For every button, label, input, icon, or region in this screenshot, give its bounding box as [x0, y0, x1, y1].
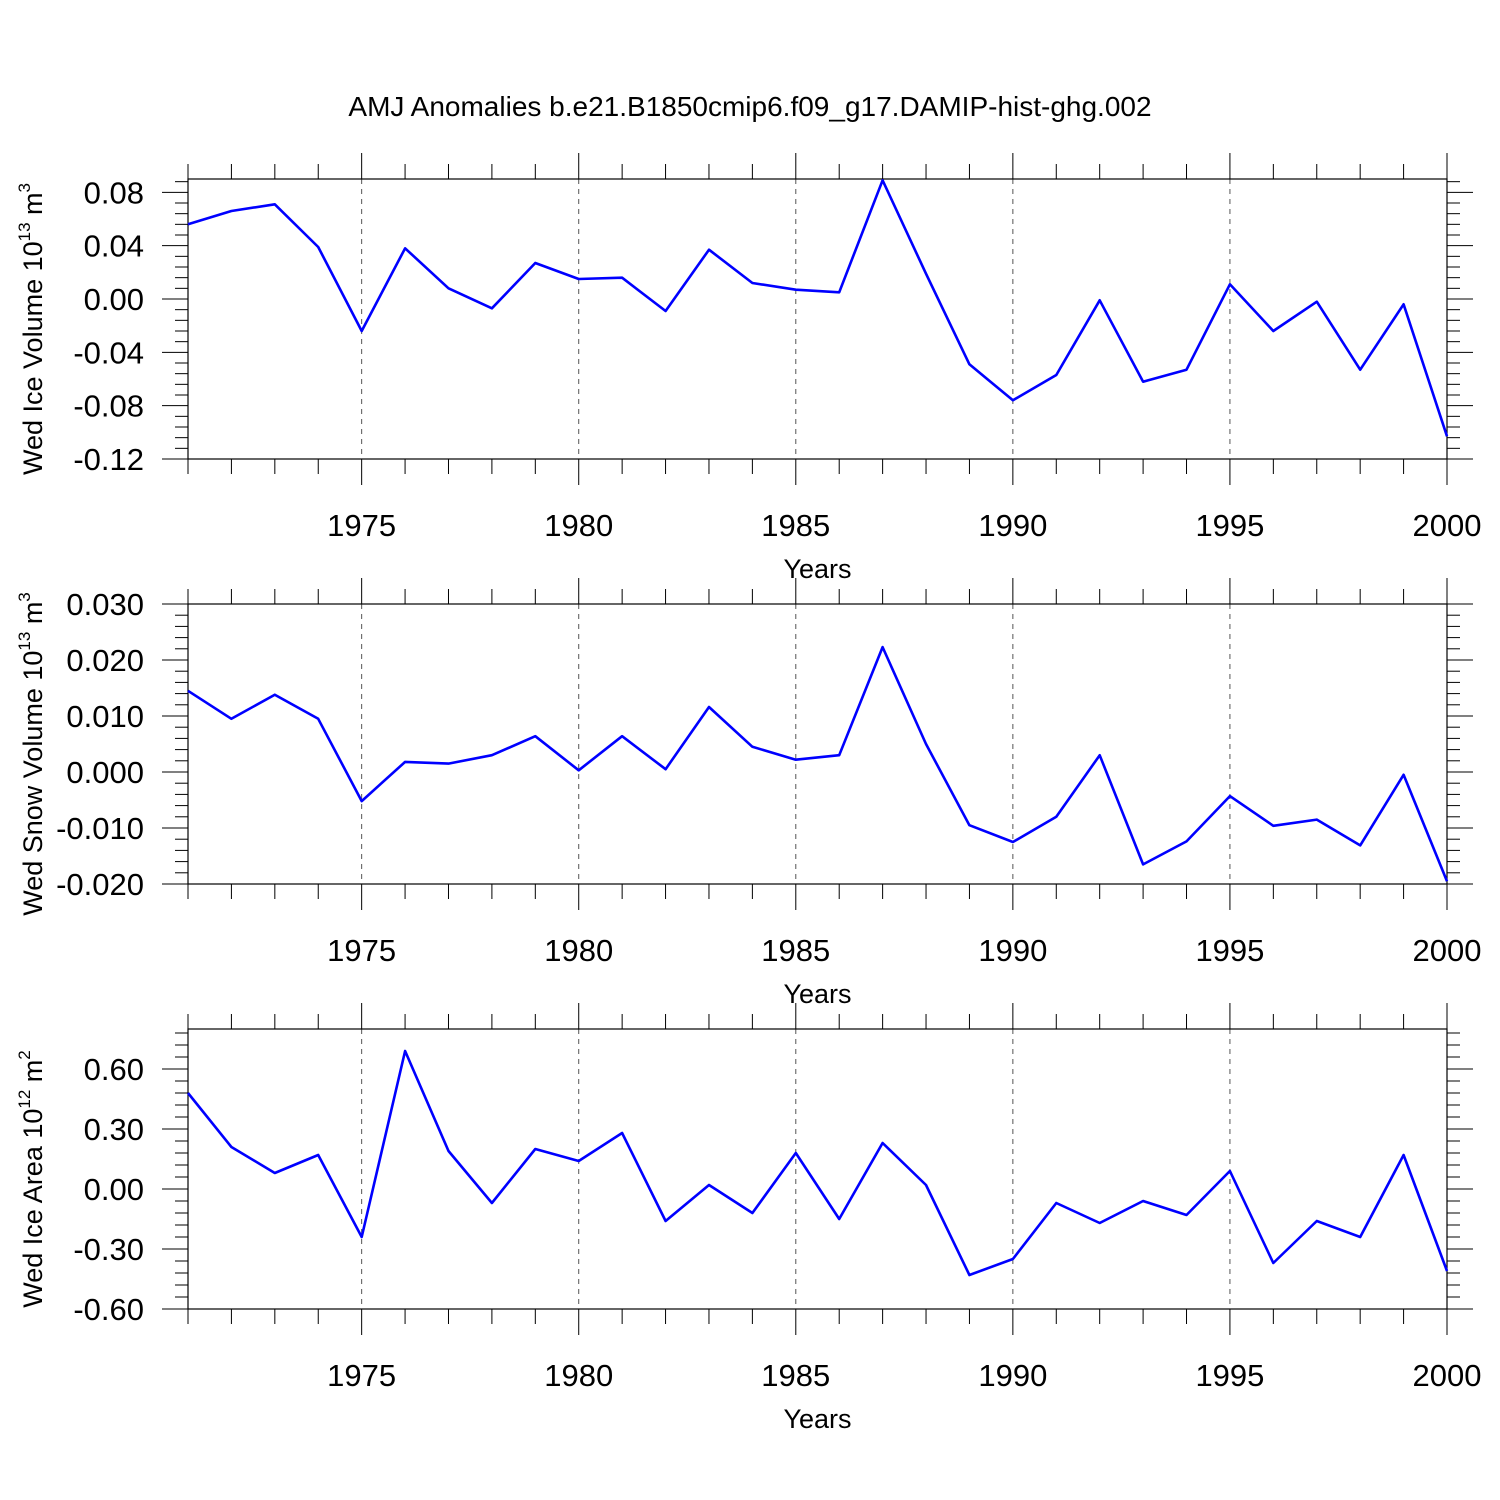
series-line [187, 645, 1449, 882]
x-tick-label: 1975 [327, 933, 396, 968]
x-tick-label: 1980 [544, 1358, 613, 1393]
y-tick-label: -0.08 [73, 389, 144, 424]
x-tick-label: 1990 [978, 933, 1047, 968]
y-tick-label: -0.04 [73, 335, 144, 370]
y-tick-label: -0.12 [73, 442, 144, 477]
y-tick-label: -0.010 [56, 811, 144, 846]
y-tick-label: 0.00 [84, 1172, 144, 1207]
x-tick-label: 1980 [544, 933, 613, 968]
plot-frame [187, 603, 1448, 885]
panel-1: -0.12 -0.08 -0.04 0.00 0.04 0.08 1975 1980 1985 1… [15, 153, 1481, 584]
y-axis-title-text: Wed Ice Volume 10 [18, 241, 48, 475]
x-axis-title: Years [783, 554, 851, 584]
y-tick-label: 0.030 [66, 587, 144, 622]
y-axis-title-exponent: 13 [15, 222, 34, 241]
y-axis-title-unit: m [18, 602, 48, 632]
y-tick-label: 0.30 [84, 1112, 144, 1147]
y-tick-label: 0.00 [84, 282, 144, 317]
x-tick-label: 1975 [327, 1358, 396, 1393]
x-tick-label: 2000 [1413, 508, 1482, 543]
y-axis-title-unit: m [18, 1060, 48, 1090]
y-tick-label: 0.60 [84, 1052, 144, 1087]
y-axis-title-exponent: 13 [15, 632, 34, 651]
y-tick-label: 0.000 [66, 755, 144, 790]
y-tick-label: -0.020 [56, 867, 144, 902]
x-tick-label: 1985 [761, 933, 830, 968]
plot-frame [187, 1028, 1448, 1310]
y-tick-label: 0.010 [66, 699, 144, 734]
series-line [187, 179, 1449, 437]
x-axis-title: Years [783, 979, 851, 1009]
panel-3: -0.60 -0.30 0.00 0.30 0.60 1975 1980 1985 1990 19… [15, 1003, 1481, 1434]
y-tick-label: -0.30 [73, 1232, 144, 1267]
x-tick-label: 2000 [1413, 1358, 1482, 1393]
panel-2: -0.020 -0.010 0.000 0.010 0.020 0.030 1975 1980… [15, 578, 1481, 1009]
x-tick-label: 1980 [544, 508, 613, 543]
x-tick-label: 1995 [1195, 508, 1264, 543]
y-axis-title: Wed Ice Area 1012 m2 [15, 1050, 48, 1308]
x-tick-label: 1995 [1195, 1358, 1264, 1393]
y-axis-title-exponent: 12 [15, 1090, 34, 1109]
y-tick-label: 0.08 [84, 175, 144, 210]
x-tick-label: 2000 [1413, 933, 1482, 968]
y-axis-title: Wed Snow Volume 1013 m3 [15, 592, 48, 916]
y-axis-title-unit: m [18, 192, 48, 222]
series-line [186, 1049, 1449, 1277]
x-tick-label: 1985 [761, 508, 830, 543]
x-axis-title: Years [783, 1404, 851, 1434]
y-tick-label: -0.60 [73, 1292, 144, 1327]
x-tick-label: 1985 [761, 1358, 830, 1393]
chart-title: AMJ Anomalies b.e21.B1850cmip6.f09_g17.D… [348, 91, 1151, 122]
x-tick-label: 1990 [978, 1358, 1047, 1393]
y-axis-title-text: Wed Ice Area 10 [18, 1109, 48, 1308]
y-tick-label: 0.020 [66, 643, 144, 678]
plot-frame [187, 178, 1448, 460]
y-axis-title-unit-exponent: 3 [15, 183, 34, 192]
y-axis-title-text: Wed Snow Volume 10 [18, 651, 48, 916]
x-tick-label: 1990 [978, 508, 1047, 543]
x-tick-label: 1995 [1195, 933, 1264, 968]
y-axis-title: Wed Ice Volume 1013 m3 [15, 183, 48, 475]
x-tick-label: 1975 [327, 508, 396, 543]
y-axis-title-unit-exponent: 3 [15, 592, 34, 601]
y-axis-title-unit-exponent: 2 [15, 1050, 34, 1059]
y-tick-label: 0.04 [84, 229, 144, 264]
